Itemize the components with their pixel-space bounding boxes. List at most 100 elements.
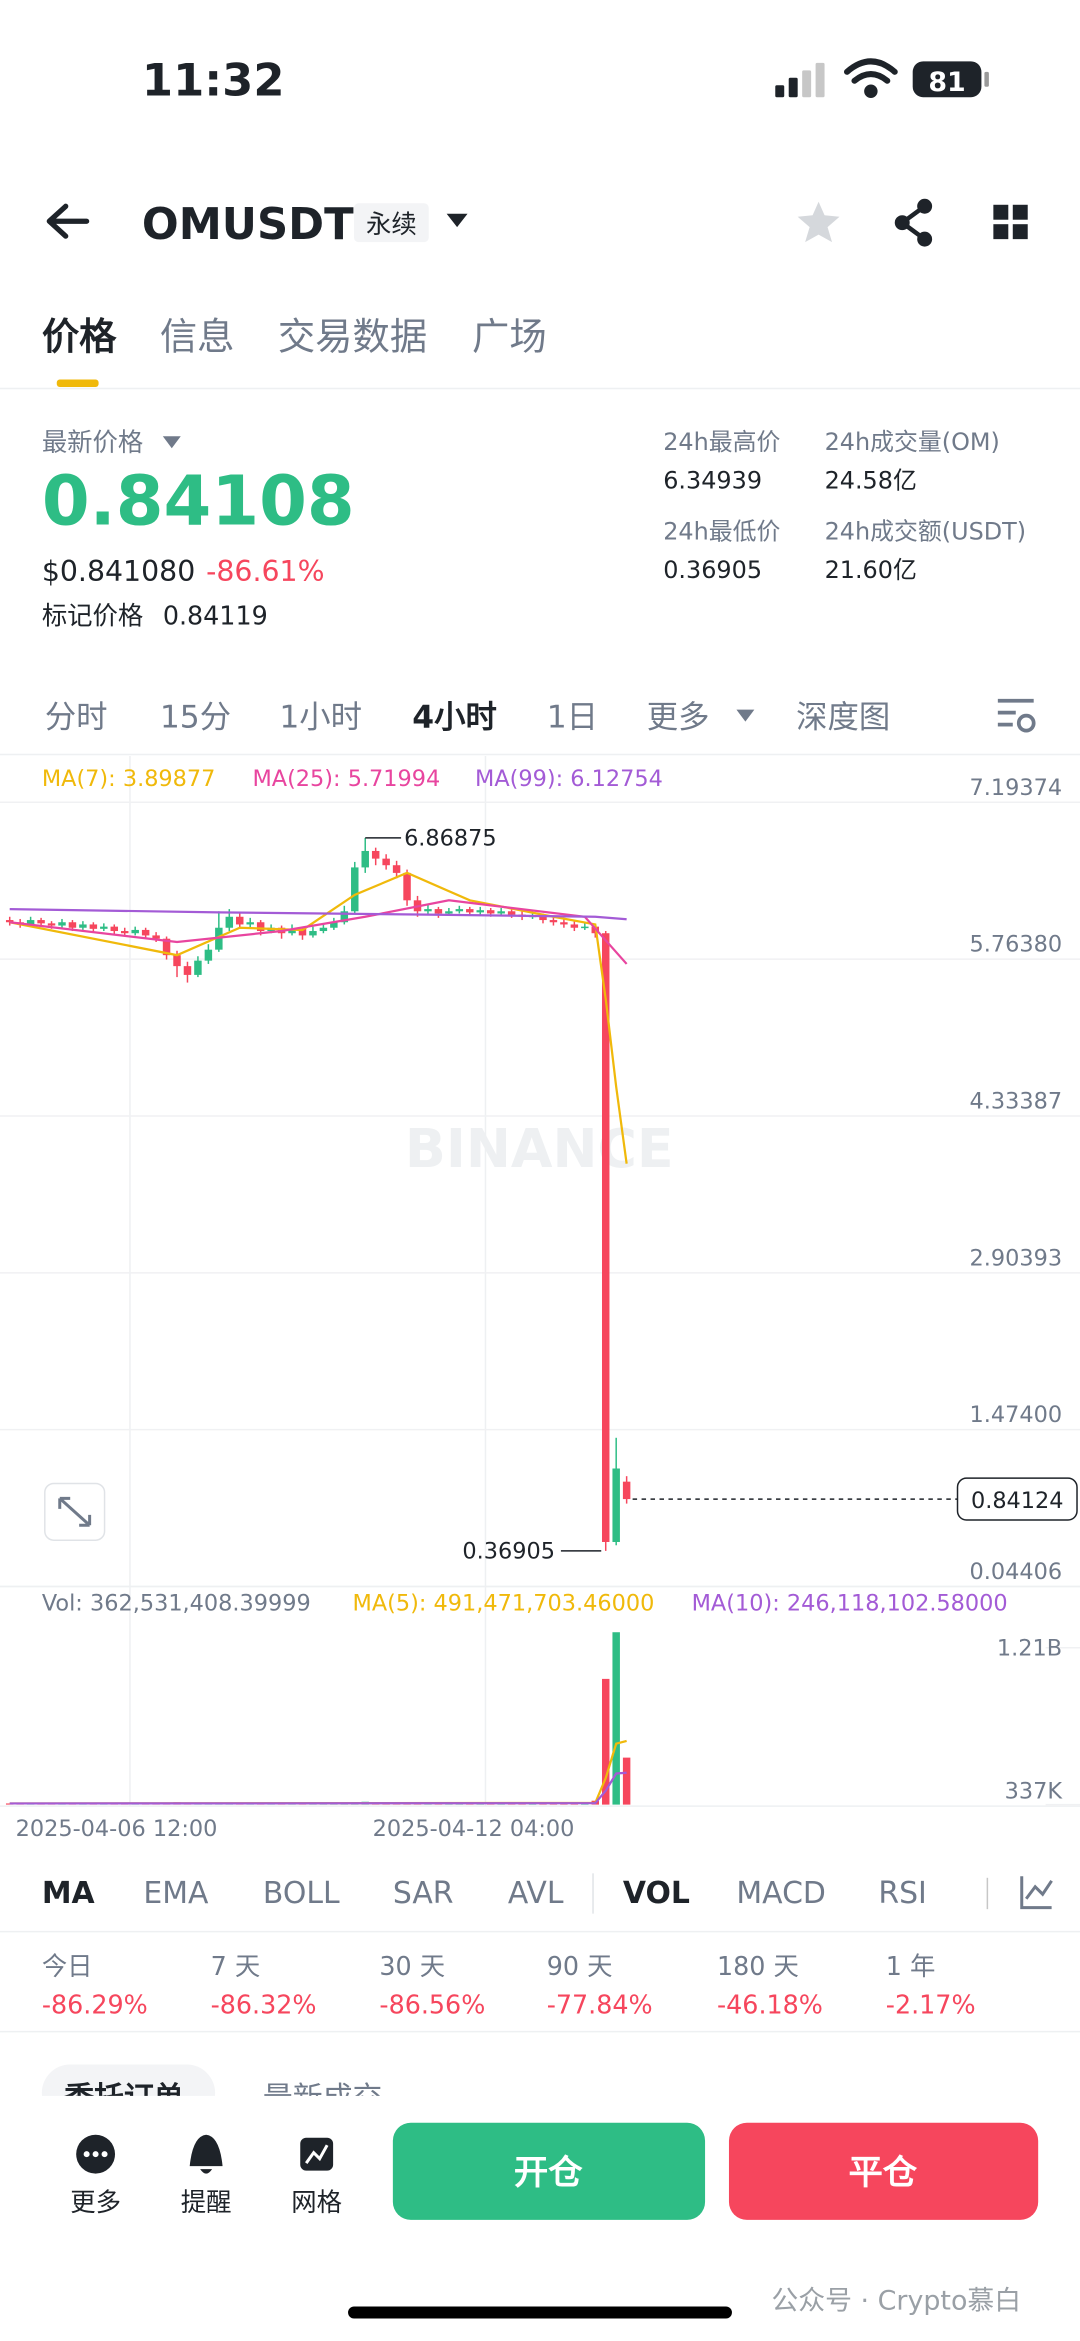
more-icon[interactable] bbox=[76, 2134, 116, 2174]
ma-line bbox=[9, 907, 627, 921]
symbol: OMUSDT bbox=[142, 200, 354, 250]
indicator[interactable]: MACD bbox=[736, 1876, 826, 1911]
last-price-label: 0.84124 bbox=[971, 1488, 1064, 1514]
period-label: 今日 bbox=[42, 1951, 93, 1981]
open-button-label[interactable]: 开仓 bbox=[514, 2153, 583, 2193]
period-label: 30 天 bbox=[379, 1951, 445, 1981]
nav-label[interactable]: 网格 bbox=[291, 2187, 342, 2217]
share-button[interactable] bbox=[894, 198, 933, 247]
volume-tick-label: 1.21B bbox=[997, 1635, 1062, 1661]
back-button[interactable] bbox=[46, 203, 90, 239]
candle-body bbox=[246, 922, 254, 925]
period-change: -46.18% bbox=[717, 1990, 823, 2020]
ma-legend: MA(7): 3.89877 bbox=[42, 766, 216, 792]
open-button[interactable] bbox=[392, 2122, 706, 2220]
nav-label[interactable]: 提醒 bbox=[181, 2187, 232, 2217]
price-tick-label: 1.47400 bbox=[969, 1402, 1062, 1428]
time-label: 2025-04-06 12:00 bbox=[16, 1816, 218, 1842]
more-dropdown[interactable] bbox=[736, 709, 755, 722]
alert-icon[interactable] bbox=[189, 2134, 223, 2174]
candle-body bbox=[152, 935, 160, 939]
candle-body bbox=[110, 926, 119, 932]
candle-body bbox=[351, 867, 359, 912]
candle-body bbox=[5, 920, 14, 923]
price-tick-label: 7.19374 bbox=[969, 775, 1062, 801]
indicator[interactable]: RSI bbox=[878, 1876, 927, 1911]
tab-indicator bbox=[56, 379, 99, 388]
high-label: 6.86875 bbox=[404, 825, 497, 851]
nav-label[interactable]: 更多 bbox=[70, 2187, 121, 2217]
low-label: 0.36905 bbox=[462, 1538, 555, 1564]
candle-body bbox=[455, 909, 464, 912]
interval[interactable]: 分时 bbox=[45, 700, 108, 736]
candle-body bbox=[194, 960, 202, 975]
candle-body bbox=[581, 926, 589, 929]
tab[interactable]: 交易数据 bbox=[278, 315, 427, 359]
candle-body bbox=[507, 911, 516, 915]
candle-body bbox=[622, 1481, 631, 1500]
symbol-dropdown[interactable] bbox=[446, 213, 468, 228]
close-button[interactable] bbox=[728, 2122, 1039, 2220]
home-indicator bbox=[348, 2306, 732, 2319]
candle-body bbox=[403, 872, 411, 901]
candle-body bbox=[120, 931, 129, 934]
tab[interactable]: 广场 bbox=[472, 315, 547, 359]
candle-body bbox=[141, 929, 150, 936]
interval[interactable]: 1小时 bbox=[279, 700, 362, 736]
period-change: -2.17% bbox=[886, 1990, 976, 2020]
time-label: 2025-04-12 04:00 bbox=[373, 1816, 575, 1842]
candle-body bbox=[236, 916, 244, 925]
stat-value: 0.36905 bbox=[663, 556, 762, 584]
candle-body bbox=[340, 911, 349, 923]
interval[interactable]: 1日 bbox=[547, 700, 598, 736]
grid-bot-icon[interactable] bbox=[300, 2137, 334, 2171]
volume-bar bbox=[5, 1803, 14, 1805]
indicator-active[interactable]: MA bbox=[42, 1876, 95, 1911]
chart-settings-button[interactable] bbox=[997, 698, 1036, 733]
candle-body bbox=[288, 928, 296, 934]
ma-legend: MA(5): 491,471,703.46000 bbox=[353, 1590, 655, 1616]
expand-icon bbox=[58, 1496, 92, 1527]
favorite-button[interactable] bbox=[797, 201, 840, 243]
indicator-active[interactable]: VOL bbox=[623, 1876, 690, 1911]
candle-body bbox=[298, 928, 307, 936]
candle-body bbox=[560, 922, 568, 925]
candle-body bbox=[131, 929, 139, 934]
indicator[interactable]: EMA bbox=[143, 1876, 209, 1911]
badge-bg bbox=[354, 203, 429, 243]
close-button-label[interactable]: 平仓 bbox=[848, 2153, 917, 2193]
indicator[interactable]: SAR bbox=[393, 1876, 454, 1911]
period-change: -86.56% bbox=[379, 1990, 485, 2020]
last-price: 0.84108 bbox=[42, 461, 355, 541]
price-label: 最新价格 bbox=[42, 427, 144, 457]
price-change: -86.61% bbox=[206, 555, 324, 588]
ma-legend: MA(25): 5.71994 bbox=[252, 766, 440, 792]
volume-bar bbox=[601, 1678, 610, 1805]
indicator[interactable]: BOLL bbox=[263, 1876, 340, 1911]
wifi-icon bbox=[843, 58, 898, 98]
indicator[interactable]: AVL bbox=[508, 1876, 564, 1911]
candle-body bbox=[26, 920, 35, 925]
interval[interactable]: 15分 bbox=[160, 700, 231, 736]
tab-active[interactable]: 价格 bbox=[42, 315, 117, 359]
volume-legend: Vol: 362,531,408.39999 bbox=[42, 1590, 311, 1616]
candle-body bbox=[173, 955, 181, 967]
period-label: 1 年 bbox=[886, 1951, 936, 1981]
candle-body bbox=[486, 910, 495, 914]
candle-body bbox=[183, 966, 192, 975]
volume-bar bbox=[622, 1757, 631, 1805]
interval-active[interactable]: 4小时 bbox=[412, 700, 497, 736]
stat-label: 24h最高价 bbox=[663, 428, 780, 456]
price-tick-label: 2.90393 bbox=[969, 1245, 1062, 1271]
price-label-dropdown[interactable] bbox=[162, 436, 181, 449]
indicator-settings-button[interactable] bbox=[1020, 1876, 1053, 1910]
candle-body bbox=[371, 850, 380, 859]
price-tick-label: 0.04406 bbox=[969, 1559, 1062, 1585]
tab[interactable]: 信息 bbox=[160, 315, 235, 359]
depth-chart-tab[interactable]: 深度图 bbox=[796, 700, 890, 736]
stat-value: 21.60亿 bbox=[825, 556, 917, 584]
interval-more[interactable]: 更多 bbox=[647, 700, 710, 736]
grid-menu-button[interactable] bbox=[993, 204, 1028, 240]
candle-body bbox=[601, 933, 610, 1542]
